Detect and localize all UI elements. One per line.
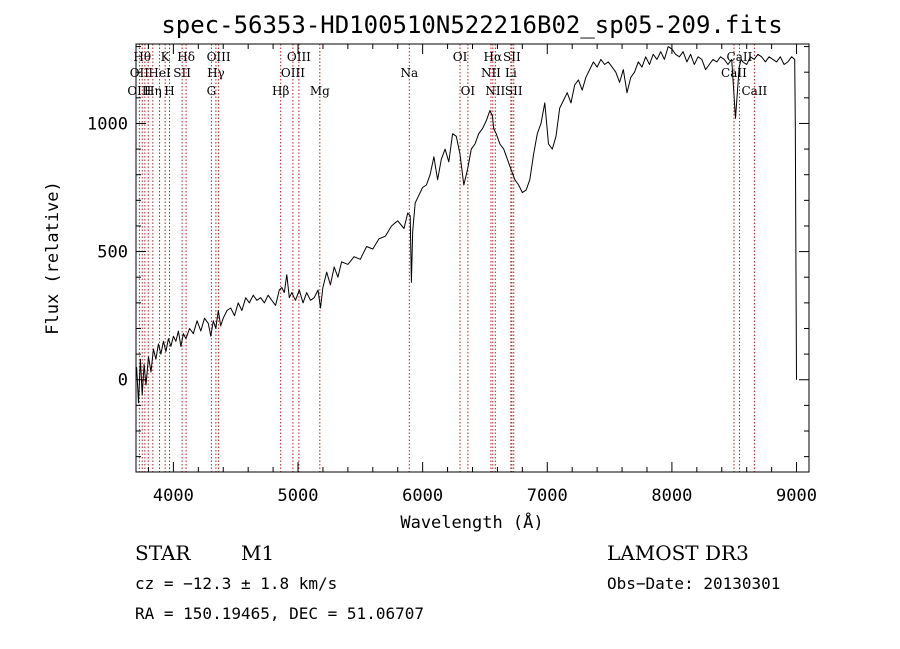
spectral-line-label: NII <box>485 84 505 98</box>
x-tick-label: 9000 <box>776 486 817 506</box>
redshift-velocity: cz = −12.3 ± 1.8 km/s <box>135 574 337 593</box>
spectral-line-label: SII <box>173 66 191 80</box>
spectral-line-label: Li <box>505 66 517 80</box>
observation-date: Obs−Date: 20130301 <box>607 574 780 593</box>
spectral-line-label: Mg <box>310 84 330 98</box>
spectral-line-label: CaII <box>721 66 747 80</box>
spectral-line-label: Hα <box>484 50 503 64</box>
y-axis-ticks: 0 500 1000 <box>87 46 809 458</box>
x-tick-label: 4000 <box>153 486 194 506</box>
spectral-line-label: Hθ <box>133 50 151 64</box>
spectral-line-label: Hδ <box>177 50 195 64</box>
survey-name: LAMOST DR3 <box>607 541 749 565</box>
object-subclass: M1 <box>241 541 274 565</box>
spectral-line-label: OII <box>130 66 150 80</box>
spectrum-line <box>136 46 797 404</box>
spectral-line-label: OIII <box>287 50 311 64</box>
spectral-line-label: Hγ <box>207 66 225 80</box>
plot-frame <box>135 43 810 473</box>
spectral-line-label: Hη <box>144 84 162 98</box>
x-axis-ticks: 4000 5000 6000 7000 8000 9000 <box>147 44 817 506</box>
spectral-line-label: OIII <box>281 66 305 80</box>
spectral-line-label: NII <box>481 66 501 80</box>
object-class: STAR <box>135 541 191 565</box>
spectral-line-label: OI <box>461 84 476 98</box>
x-tick-label: 8000 <box>651 486 692 506</box>
spectral-line-markers <box>138 44 755 472</box>
chart-title: spec-56353-HD100510N522216B02_sp05-209.f… <box>161 11 782 39</box>
spectral-line-label: H <box>164 84 174 98</box>
y-tick-label: 1000 <box>87 114 128 134</box>
sky-coordinates: RA = 150.19465, DEC = 51.06707 <box>135 604 424 623</box>
spectral-line-label: OIII <box>127 84 151 98</box>
spectral-line-label: CaII <box>741 84 767 98</box>
y-tick-label: 0 <box>118 371 128 391</box>
spectral-line-label: HeI <box>148 66 171 80</box>
y-axis-label: Flux (relative) <box>43 181 63 335</box>
x-tick-label: 5000 <box>278 486 319 506</box>
y-tick-label: 500 <box>97 243 128 263</box>
spectrum-series <box>136 46 797 404</box>
spectral-line-label: CaII <box>727 50 753 64</box>
spectral-line-label: Hβ <box>272 84 289 98</box>
spectral-line-label: SII <box>505 84 523 98</box>
x-axis-label: Wavelength (Å) <box>400 511 543 533</box>
spectral-line-label: SII <box>503 50 521 64</box>
x-tick-label: 7000 <box>527 486 568 506</box>
spectral-line-label: Na <box>400 66 418 80</box>
spectral-line-label: OIII <box>207 50 231 64</box>
spectral-line-label: OI <box>453 50 468 64</box>
spectral-line-label: K <box>161 50 171 64</box>
spectral-line-label: G <box>207 84 217 98</box>
x-tick-label: 6000 <box>402 486 443 506</box>
